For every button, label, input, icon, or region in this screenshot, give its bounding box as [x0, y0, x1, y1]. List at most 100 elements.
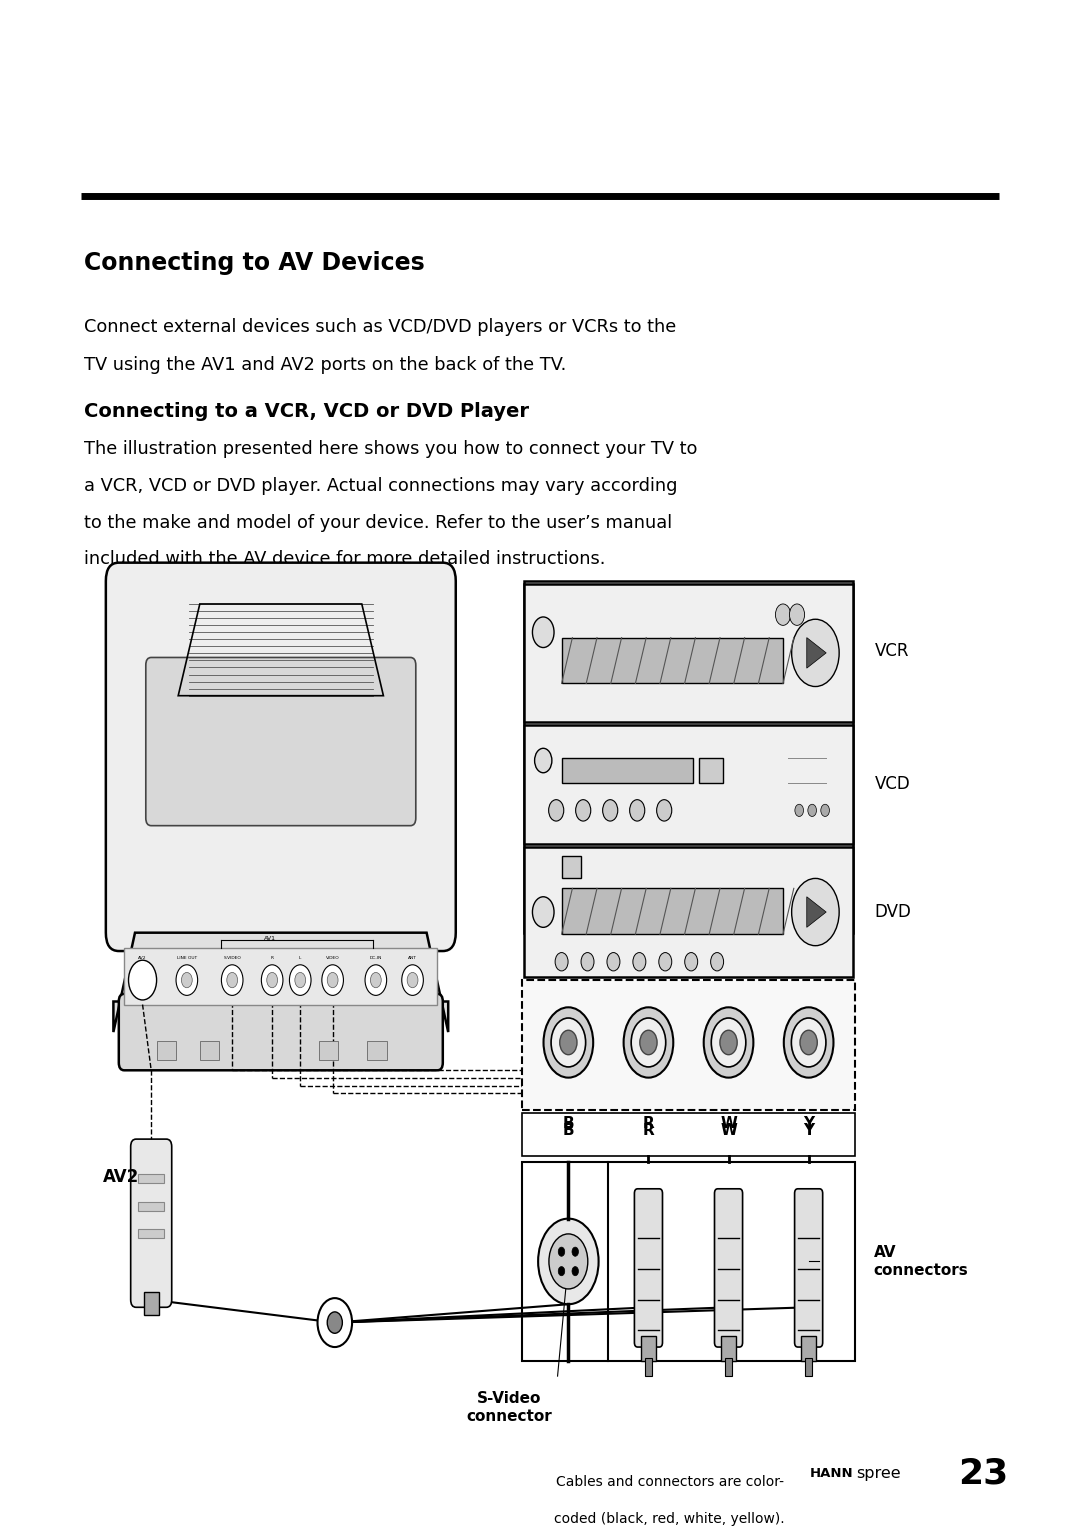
Circle shape	[543, 1008, 593, 1078]
Bar	[645, 1358, 651, 1376]
Bar	[200, 1041, 219, 1060]
Circle shape	[558, 1248, 565, 1257]
Bar	[522, 1113, 855, 1156]
Text: ANT: ANT	[408, 956, 417, 960]
Circle shape	[685, 953, 698, 971]
Text: W: W	[720, 1116, 737, 1131]
Circle shape	[659, 953, 672, 971]
Circle shape	[407, 972, 418, 988]
Bar	[699, 758, 723, 783]
Text: Cables and connectors are color-: Cables and connectors are color-	[555, 1475, 784, 1489]
Bar	[806, 1358, 812, 1376]
Bar	[522, 1162, 855, 1361]
Bar	[157, 1041, 176, 1060]
Text: VIDEO: VIDEO	[326, 956, 339, 960]
Circle shape	[132, 965, 153, 995]
Circle shape	[535, 748, 552, 772]
Text: a VCR, VCD or DVD player. Actual connections may vary according: a VCR, VCD or DVD player. Actual connect…	[84, 477, 678, 495]
Circle shape	[370, 972, 381, 988]
Circle shape	[221, 965, 243, 995]
FancyBboxPatch shape	[634, 1190, 662, 1347]
Circle shape	[572, 1248, 579, 1257]
Text: to the make and model of your device. Refer to the user’s manual: to the make and model of your device. Re…	[84, 514, 673, 532]
Text: AV2: AV2	[103, 1168, 139, 1187]
Bar	[562, 758, 693, 783]
Bar	[138, 1202, 164, 1211]
Text: R: R	[643, 1122, 654, 1138]
Text: HANN: HANN	[810, 1468, 853, 1480]
Text: coded (black, red, white, yellow).: coded (black, red, white, yellow).	[554, 1512, 785, 1526]
Circle shape	[532, 616, 554, 647]
Circle shape	[712, 1018, 746, 1067]
Bar	[726, 1358, 732, 1376]
Circle shape	[630, 800, 645, 821]
Text: Y: Y	[804, 1122, 814, 1138]
Bar	[524, 584, 853, 722]
Text: DC-IN: DC-IN	[369, 956, 382, 960]
Circle shape	[572, 1266, 579, 1275]
Circle shape	[176, 965, 198, 995]
Circle shape	[581, 953, 594, 971]
Circle shape	[549, 800, 564, 821]
Text: W: W	[720, 1122, 737, 1138]
Circle shape	[623, 1008, 673, 1078]
Text: included with the AV device for more detailed instructions.: included with the AV device for more det…	[84, 550, 606, 569]
Bar	[138, 1174, 164, 1183]
Bar	[124, 948, 437, 1005]
Circle shape	[795, 804, 804, 816]
Circle shape	[137, 972, 148, 988]
Bar	[524, 725, 853, 844]
Circle shape	[555, 953, 568, 971]
Circle shape	[792, 619, 839, 687]
Bar	[524, 581, 853, 933]
FancyBboxPatch shape	[131, 1139, 172, 1307]
Bar	[721, 1336, 737, 1361]
Circle shape	[720, 1031, 738, 1055]
Text: DVD: DVD	[875, 904, 912, 920]
Circle shape	[227, 972, 238, 988]
Circle shape	[129, 960, 157, 1000]
Circle shape	[402, 965, 423, 995]
Circle shape	[181, 972, 192, 988]
Bar	[319, 1041, 338, 1060]
Circle shape	[633, 953, 646, 971]
Circle shape	[322, 965, 343, 995]
Text: LINE OUT: LINE OUT	[177, 956, 197, 960]
Text: AV1: AV1	[264, 936, 276, 942]
FancyBboxPatch shape	[106, 563, 456, 951]
Circle shape	[551, 1018, 585, 1067]
Circle shape	[792, 878, 839, 945]
Text: R: R	[271, 956, 273, 960]
Bar	[562, 888, 783, 934]
Text: TV using the AV1 and AV2 ports on the back of the TV.: TV using the AV1 and AV2 ports on the ba…	[84, 356, 567, 375]
Circle shape	[261, 965, 283, 995]
Text: R: R	[643, 1116, 654, 1131]
Circle shape	[704, 1008, 754, 1078]
FancyBboxPatch shape	[795, 1190, 823, 1347]
Text: Y: Y	[804, 1116, 814, 1131]
Text: B: B	[563, 1122, 575, 1138]
Circle shape	[289, 965, 311, 995]
Circle shape	[549, 1234, 588, 1289]
Circle shape	[295, 972, 306, 988]
FancyBboxPatch shape	[715, 1190, 743, 1347]
Bar	[524, 847, 853, 977]
Text: AV2: AV2	[138, 956, 147, 960]
Circle shape	[792, 1018, 826, 1067]
Text: VCD: VCD	[875, 775, 910, 794]
Text: Connecting to a VCR, VCD or DVD Player: Connecting to a VCR, VCD or DVD Player	[84, 402, 529, 420]
Bar	[801, 1336, 816, 1361]
Text: L: L	[299, 956, 301, 960]
Circle shape	[532, 896, 554, 927]
Circle shape	[639, 1031, 657, 1055]
Text: Connecting to AV Devices: Connecting to AV Devices	[84, 251, 426, 275]
Circle shape	[558, 1266, 565, 1275]
Circle shape	[784, 1008, 834, 1078]
Circle shape	[318, 1298, 352, 1347]
Text: VCR: VCR	[875, 642, 909, 661]
Bar	[640, 1336, 656, 1361]
Circle shape	[365, 965, 387, 995]
Text: The illustration presented here shows you how to connect your TV to: The illustration presented here shows yo…	[84, 440, 698, 459]
Circle shape	[775, 604, 791, 625]
Text: S-VIDEO: S-VIDEO	[224, 956, 241, 960]
